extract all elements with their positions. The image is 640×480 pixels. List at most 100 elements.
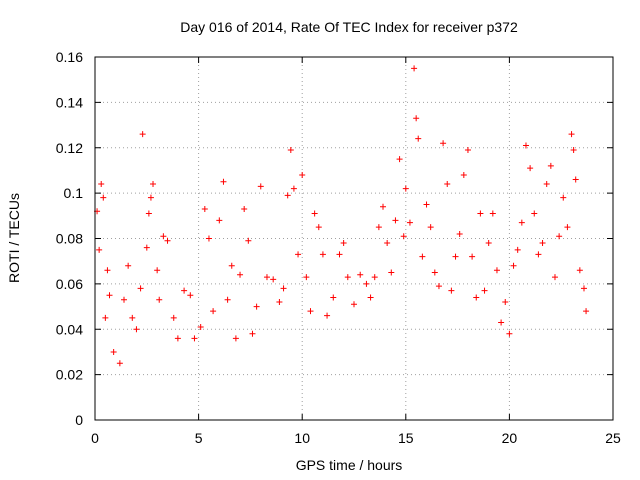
data-point [543, 181, 550, 188]
data-point [139, 131, 146, 138]
data-point [280, 285, 287, 292]
data-point [572, 176, 579, 183]
data-point [415, 135, 422, 142]
data-point [241, 206, 248, 213]
data-point [435, 283, 442, 290]
data-point [371, 274, 378, 281]
data-point [402, 185, 409, 192]
y-tick-label: 0.04 [56, 321, 83, 337]
y-axis-label: ROTI / TECUs [6, 193, 22, 283]
data-point [121, 296, 128, 303]
data-point [522, 142, 529, 149]
data-point [210, 308, 217, 315]
data-point [344, 274, 351, 281]
chart-title: Day 016 of 2014, Rate Of TEC Index for r… [180, 19, 518, 35]
data-point [570, 147, 577, 154]
y-tick-label: 0.06 [56, 276, 83, 292]
data-point [237, 271, 244, 278]
data-point [469, 253, 476, 260]
data-point [125, 262, 132, 269]
data-point [375, 224, 382, 231]
data-point [324, 312, 331, 319]
data-point [502, 299, 509, 306]
data-point [456, 230, 463, 237]
data-point [216, 217, 223, 224]
data-point [380, 203, 387, 210]
data-point [102, 314, 109, 321]
data-point [527, 165, 534, 172]
data-point [535, 251, 542, 258]
data-point [98, 181, 105, 188]
data-point [464, 147, 471, 154]
y-tick-label: 0.12 [56, 140, 83, 156]
data-point [427, 224, 434, 231]
data-point [551, 274, 558, 281]
data-points [94, 65, 590, 367]
data-point [481, 287, 488, 294]
y-tick-label: 0.02 [56, 367, 83, 383]
data-point [477, 210, 484, 217]
data-point [137, 285, 144, 292]
data-point [201, 206, 208, 213]
data-point [205, 235, 212, 242]
data-point [147, 194, 154, 201]
data-point [197, 323, 204, 330]
data-point [160, 233, 167, 240]
data-point [129, 314, 136, 321]
data-point [319, 251, 326, 258]
data-point [568, 131, 575, 138]
data-point [351, 301, 357, 308]
data-point [444, 181, 451, 188]
data-point [181, 287, 188, 294]
data-point [116, 360, 123, 367]
data-point [539, 240, 546, 247]
data-point [440, 140, 447, 147]
data-point [363, 280, 370, 287]
data-point [232, 335, 239, 342]
data-point [493, 267, 500, 274]
data-point [514, 246, 521, 253]
data-point [100, 194, 107, 201]
data-point [392, 217, 399, 224]
data-point [249, 330, 256, 337]
data-point [531, 210, 538, 217]
data-point [489, 210, 496, 217]
x-tick-label: 0 [91, 430, 99, 446]
data-point [336, 251, 343, 258]
data-point [174, 335, 181, 342]
data-point [448, 287, 455, 294]
data-point [154, 267, 161, 274]
data-point [406, 219, 413, 226]
data-point [284, 192, 291, 199]
y-tick-label: 0.14 [56, 94, 83, 110]
data-point [357, 271, 364, 278]
data-point [145, 210, 152, 217]
data-point [560, 194, 567, 201]
data-point [287, 147, 294, 154]
data-point [245, 237, 252, 244]
data-point [460, 171, 467, 178]
grid-lines [95, 57, 613, 420]
data-point [431, 269, 438, 276]
data-point [419, 253, 426, 260]
data-point [340, 240, 347, 247]
data-point [156, 296, 163, 303]
data-point [330, 294, 337, 301]
data-point [583, 308, 590, 315]
data-point [498, 319, 505, 326]
y-tick-label: 0.08 [56, 231, 83, 247]
data-point [150, 181, 157, 188]
data-point [384, 240, 391, 247]
data-point [257, 183, 264, 190]
x-tick-label: 5 [195, 430, 203, 446]
y-tick-label: 0.1 [64, 185, 84, 201]
data-point [580, 285, 587, 292]
y-tick-label: 0 [75, 412, 83, 428]
data-point [263, 274, 270, 281]
data-point [315, 224, 322, 231]
data-point [576, 267, 583, 274]
x-tick-label: 25 [605, 430, 621, 446]
data-point [276, 299, 283, 306]
data-point [388, 269, 395, 276]
